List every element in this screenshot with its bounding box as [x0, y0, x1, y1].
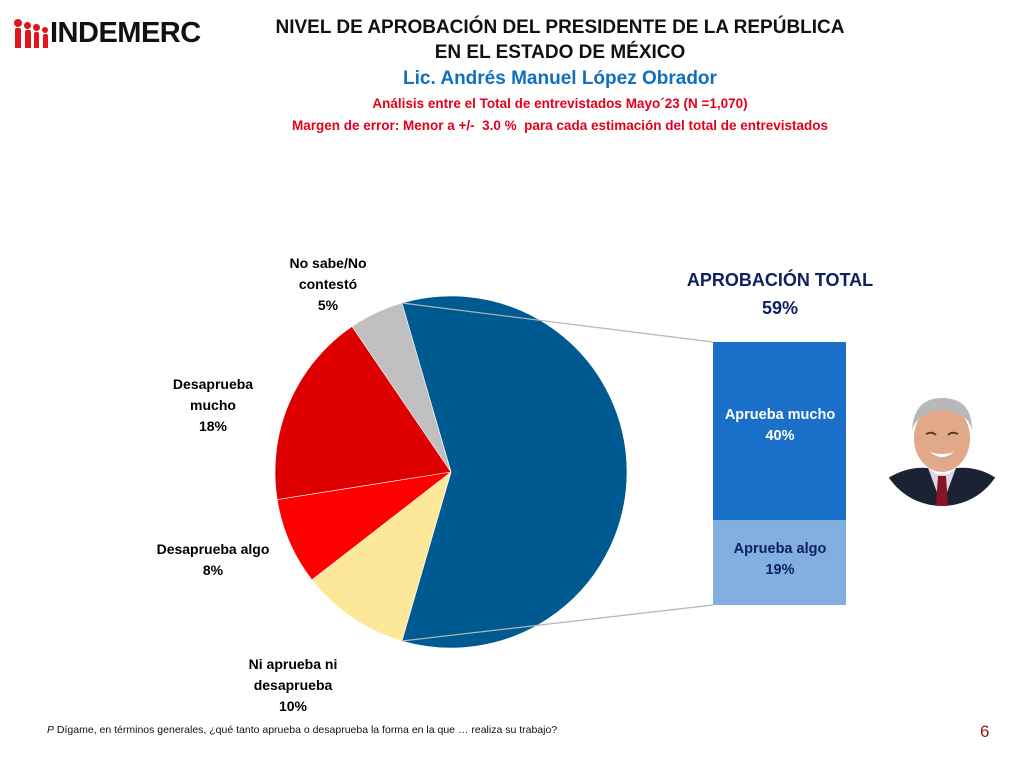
slice-label-desaprueba-mucho-line1: Desaprueba	[172, 376, 254, 392]
bar-label-aprueba-algo: Aprueba algo 19%	[700, 539, 860, 581]
slice-label-ni-aprueba-line2: desaprueba	[253, 677, 333, 693]
bar-label-aprueba-mucho: Aprueba mucho 40%	[700, 405, 860, 447]
indemerc-logo: INDEMERC	[14, 14, 201, 48]
slice-value-no-sabe: 5%	[317, 297, 339, 313]
analysis-note: Análisis entre el Total de entrevistados…	[372, 96, 748, 111]
approval-total-title: APROBACIÓN TOTAL	[686, 270, 874, 290]
bar-label-aprueba-algo-name: Aprueba algo	[733, 541, 827, 557]
slice-label-ni-aprueba: Ni aprueba ni desaprueba 10%	[223, 654, 363, 717]
bar-label-aprueba-algo-value: 19%	[765, 562, 795, 578]
subject-name: Lic. Andrés Manuel López Obrador	[403, 68, 717, 89]
page-title-line2: EN EL ESTADO DE MÉXICO	[434, 42, 686, 63]
slice-label-ni-aprueba-line1: Ni aprueba ni	[248, 656, 338, 672]
pie-slice-ni-aprueba	[311, 471, 452, 642]
question-prefix: P	[47, 724, 55, 736]
slice-label-desaprueba-mucho-line2: mucho	[190, 397, 236, 413]
pie-slice-desaprueba-mucho	[274, 326, 452, 500]
slice-value-desaprueba-algo: 8%	[202, 562, 224, 578]
slice-label-no-sabe-line1: No sabe/No	[289, 255, 367, 271]
survey-question: P Dígame, en términos generales, ¿qué ta…	[47, 724, 557, 736]
page-number: 6	[980, 722, 990, 741]
slice-label-desaprueba-algo-line1: Desaprueba algo	[156, 541, 270, 557]
slice-label-desaprueba-algo: Desaprueba algo 8%	[133, 539, 293, 581]
slice-label-no-sabe: No sabe/No contestó 5%	[258, 253, 398, 316]
bar-label-aprueba-mucho-name: Aprueba mucho	[724, 407, 836, 423]
logo-text: INDEMERC	[50, 17, 201, 49]
approval-total-value: 59%	[761, 298, 799, 318]
pie-slice-aprobacion-total	[401, 295, 628, 649]
slice-label-desaprueba-mucho: Desaprueba mucho 18%	[143, 374, 283, 437]
question-text: Dígame, en términos generales, ¿qué tant…	[54, 724, 558, 736]
connector-line-bottom	[401, 604, 714, 642]
bar-segment-aprueba-mucho	[713, 342, 846, 521]
slice-value-desaprueba-mucho: 18%	[198, 418, 228, 434]
slice-label-no-sabe-line2: contestó	[298, 276, 358, 292]
connector-line-top	[401, 302, 714, 343]
logo-people-icon	[14, 19, 48, 48]
page-title-line1: NIVEL DE APROBACIÓN DEL PRESIDENTE DE LA…	[275, 17, 845, 38]
bar-label-aprueba-mucho-value: 40%	[765, 428, 795, 444]
president-portrait	[878, 378, 1006, 506]
margin-of-error-note: Margen de error: Menor a +/- 3.0 % para …	[291, 118, 829, 133]
pie-slice-no-sabe	[351, 302, 452, 473]
pie-slice-desaprueba-algo	[276, 471, 452, 581]
bar-segment-aprueba-algo	[713, 520, 846, 605]
slice-value-ni-aprueba: 10%	[278, 698, 308, 714]
